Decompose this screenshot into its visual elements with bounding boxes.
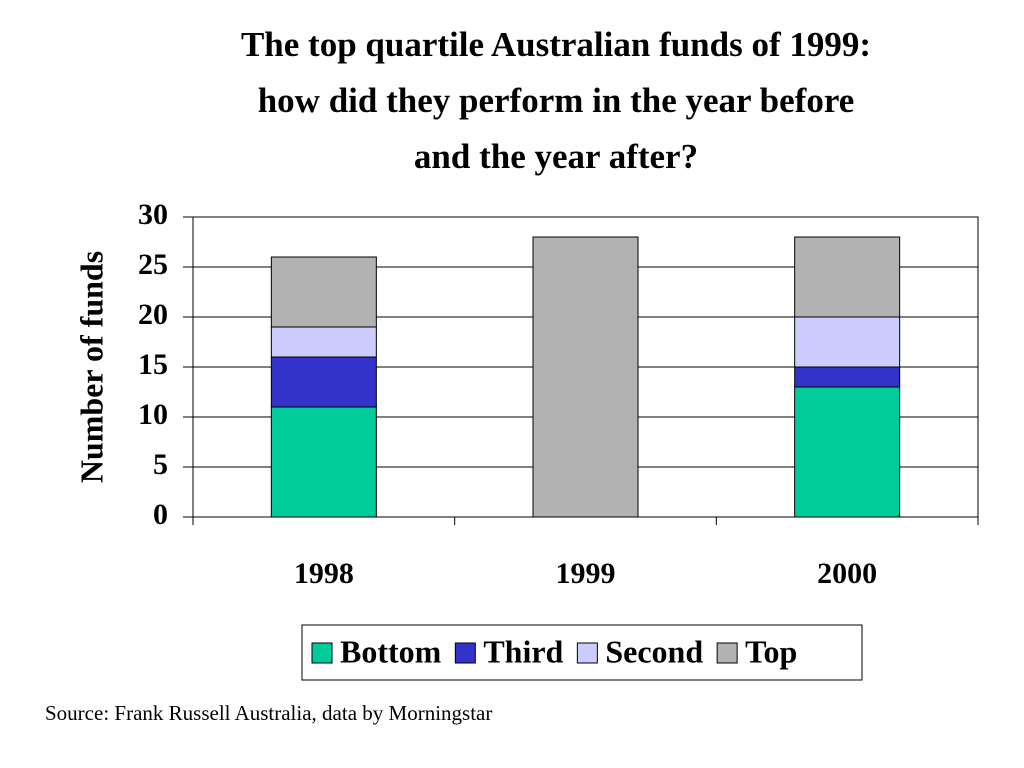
x-tick-label: 1999 xyxy=(556,557,616,590)
chart-title: The top quartile Australian funds of 199… xyxy=(241,25,871,64)
bar-segment xyxy=(270,406,377,518)
legend-label: Bottom xyxy=(340,633,442,669)
bar-segment xyxy=(532,236,639,518)
legend-swatch xyxy=(454,642,476,664)
y-tick-label: 0 xyxy=(153,498,168,531)
x-tick-label: 1998 xyxy=(294,557,354,590)
legend-swatch xyxy=(576,642,598,664)
bar-segment xyxy=(270,326,377,358)
bar-segment xyxy=(794,386,901,518)
bar-segment xyxy=(794,366,901,388)
y-tick-label: 30 xyxy=(138,198,168,231)
chart-title: and the year after? xyxy=(414,137,698,176)
y-tick-label: 15 xyxy=(138,348,168,381)
bar-segment xyxy=(794,316,901,368)
bar-segment xyxy=(270,356,377,408)
y-tick-label: 5 xyxy=(153,448,168,481)
bar-segment xyxy=(794,236,901,318)
x-tick-label: 2000 xyxy=(817,557,877,590)
legend-swatch xyxy=(311,642,333,664)
legend-label: Second xyxy=(605,633,703,669)
legend-label: Third xyxy=(483,633,563,669)
chart-title: how did they perform in the year before xyxy=(258,81,855,120)
y-tick-label: 10 xyxy=(138,398,168,431)
y-tick-label: 20 xyxy=(138,298,168,331)
y-tick-label: 25 xyxy=(138,248,168,281)
legend-swatch xyxy=(716,642,738,664)
source-note: Source: Frank Russell Australia, data by… xyxy=(45,701,492,725)
bar-segment xyxy=(270,256,377,328)
y-axis-label: Number of funds xyxy=(73,251,109,483)
legend-label: Top xyxy=(745,633,797,669)
